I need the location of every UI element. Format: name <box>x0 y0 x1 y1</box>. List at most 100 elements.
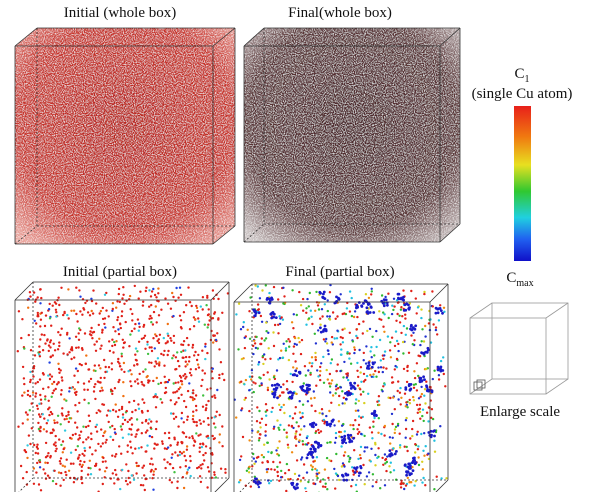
atom <box>354 310 356 312</box>
atom <box>377 447 379 449</box>
cluster-atom <box>371 366 374 369</box>
cluster-atom <box>293 374 296 377</box>
atom <box>420 386 422 388</box>
atom <box>392 381 394 383</box>
atom <box>212 289 214 291</box>
atom <box>399 392 401 394</box>
atom <box>277 298 279 300</box>
atom <box>104 430 106 432</box>
atom <box>319 370 321 372</box>
atom <box>418 464 420 466</box>
atom <box>22 366 24 368</box>
cluster-atom <box>296 483 299 486</box>
atom <box>200 467 202 469</box>
atom <box>360 381 362 383</box>
cluster-atom <box>362 302 365 305</box>
atom <box>319 481 321 483</box>
atom <box>335 385 337 387</box>
atom <box>265 424 267 426</box>
atom <box>35 471 37 473</box>
atom <box>136 350 138 352</box>
atom <box>152 337 154 339</box>
cluster-atom <box>296 374 299 377</box>
atom <box>196 359 198 361</box>
atom <box>119 365 121 367</box>
atom <box>189 301 191 303</box>
atom <box>364 446 366 448</box>
atom <box>358 323 360 325</box>
atom <box>193 354 195 356</box>
atom <box>195 368 197 370</box>
atom <box>66 353 68 355</box>
atom <box>259 377 261 379</box>
atom <box>265 284 267 286</box>
atom <box>48 361 50 363</box>
atom <box>419 408 421 410</box>
atom <box>382 366 384 368</box>
atom <box>303 382 305 384</box>
atom <box>330 362 332 364</box>
atom <box>35 298 37 300</box>
atom <box>57 331 59 333</box>
atom <box>137 382 139 384</box>
colorbar-top-note: (single Cu atom) <box>472 86 573 102</box>
atom <box>207 424 209 426</box>
atom <box>33 444 35 446</box>
atom <box>114 469 116 471</box>
atom <box>190 368 192 370</box>
atom <box>52 305 54 307</box>
atom <box>276 466 278 468</box>
atom <box>87 425 89 427</box>
atom <box>200 423 202 425</box>
atom <box>360 446 362 448</box>
atom <box>261 454 263 456</box>
atom <box>237 348 239 350</box>
atom <box>218 374 220 376</box>
atom <box>313 482 315 484</box>
atom <box>35 322 37 324</box>
atom <box>122 346 124 348</box>
atom <box>155 296 157 298</box>
atom <box>214 426 216 428</box>
atom <box>388 465 390 467</box>
atom <box>202 394 204 396</box>
atom <box>188 437 190 439</box>
cluster-atom <box>407 304 410 307</box>
atom <box>70 358 72 360</box>
atom <box>204 343 206 345</box>
atom <box>292 353 294 355</box>
atom <box>283 404 285 406</box>
atom <box>96 430 98 432</box>
label: C <box>514 66 524 82</box>
atom <box>141 432 143 434</box>
atom <box>239 459 241 461</box>
cluster-atom <box>409 389 412 392</box>
cluster-atom <box>368 364 371 367</box>
atom <box>121 315 123 317</box>
cluster-atom <box>345 398 348 401</box>
atom <box>39 355 41 357</box>
atom <box>31 402 33 404</box>
atom <box>50 325 52 327</box>
atom <box>291 425 293 427</box>
atom <box>248 389 250 391</box>
atom <box>389 349 391 351</box>
cluster-atom <box>276 396 279 399</box>
atom <box>103 323 105 325</box>
atom <box>141 467 143 469</box>
atom <box>153 311 155 313</box>
atom <box>366 446 368 448</box>
atom <box>188 360 190 362</box>
atom <box>387 293 389 295</box>
atom <box>438 374 440 376</box>
atom <box>205 404 207 406</box>
atom <box>385 470 387 472</box>
atom <box>254 342 256 344</box>
atom <box>155 406 157 408</box>
atom <box>418 397 420 399</box>
atom <box>409 399 411 401</box>
atom <box>267 451 269 453</box>
atom <box>147 410 149 412</box>
atom <box>114 387 116 389</box>
atom <box>205 445 207 447</box>
